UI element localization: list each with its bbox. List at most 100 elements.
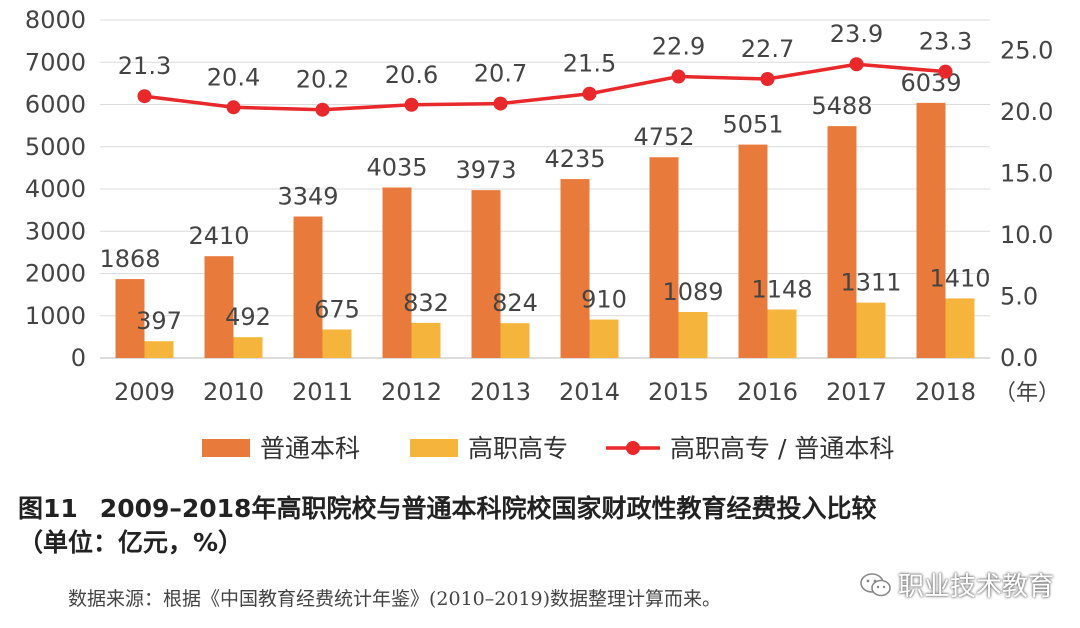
bar-vocational — [945, 298, 975, 358]
left-tick-label: 6000 — [25, 91, 86, 119]
ratio-value-label: 21.3 — [118, 52, 171, 80]
bar-undergrad — [649, 157, 679, 358]
x-tick-label: 2015 — [648, 378, 709, 406]
data-source-note: 数据来源：根据《中国教育经费统计年鉴》(2010–2019)数据整理计算而来。 — [68, 588, 722, 610]
bar-vocational — [856, 302, 886, 358]
x-tick-label: 2011 — [292, 378, 353, 406]
bar-value-label: 3349 — [277, 183, 338, 211]
left-tick-label: 5000 — [25, 133, 86, 161]
x-tick-label: 2013 — [470, 378, 531, 406]
x-tick-label: 2016 — [737, 378, 798, 406]
bar-undergrad — [827, 126, 857, 359]
bar-vocational — [233, 337, 263, 358]
ratio-point — [849, 57, 864, 72]
bar-undergrad — [560, 179, 590, 358]
bar-value-label: 1868 — [99, 245, 160, 273]
ratio-value-label: 20.7 — [474, 60, 527, 88]
ratio-value-label: 22.7 — [741, 35, 794, 63]
bar-value-label: 3973 — [455, 156, 516, 184]
bar-vocational — [411, 322, 441, 358]
left-tick-label: 4000 — [25, 175, 86, 203]
legend-label-ratio: 高职高专 / 普通本科 — [670, 434, 894, 463]
x-tick-label: 2010 — [203, 378, 264, 406]
right-tick-label: 20.0 — [1000, 98, 1053, 126]
right-tick-label: 10.0 — [1000, 221, 1053, 249]
legend-swatch-undergrad — [202, 439, 250, 457]
right-tick-label: 15.0 — [1000, 160, 1053, 188]
figure-title: 2009–2018年高职院校与普通本科院校国家财政性教育经费投入比较 — [99, 494, 877, 523]
x-tick-label: 2017 — [826, 378, 887, 406]
bar-value-label: 4752 — [633, 123, 694, 151]
bar-vocational — [322, 329, 352, 358]
bar-value-label: 6039 — [900, 69, 961, 97]
x-tick-label: 2014 — [559, 378, 620, 406]
x-tick-label: 2012 — [381, 378, 442, 406]
legend-label-vocational: 高职高专 — [468, 434, 568, 463]
bar-value-label: 1148 — [751, 275, 812, 303]
watermark: 职业技术教育 — [860, 566, 1054, 603]
figure-caption: 图11 2009–2018年高职院校与普通本科院校国家财政性教育经费投入比较 （单… — [18, 492, 1068, 560]
x-axis-unit: （年） — [994, 381, 1060, 406]
bar-undergrad — [382, 187, 412, 358]
bar-vocational — [678, 311, 708, 358]
bar-undergrad — [115, 279, 145, 358]
legend-label-undergrad: 普通本科 — [260, 434, 360, 463]
bar-value-label: 5488 — [811, 92, 872, 120]
ratio-value-label: 20.6 — [385, 61, 438, 89]
bar-value-label: 492 — [225, 303, 271, 331]
ratio-point — [938, 64, 953, 79]
figure-unit: （单位：亿元，%） — [18, 528, 244, 557]
chart: 0 1000 2000 3000 4000 5000 6000 7000 8000 0.0 5.0 1… — [25, 6, 1060, 463]
ratio-point — [671, 69, 686, 84]
wechat-icon — [860, 572, 891, 596]
ratio-point — [226, 100, 241, 115]
ratio-value-label: 23.3 — [919, 28, 972, 56]
left-tick-label: 7000 — [25, 48, 86, 76]
ratio-point — [137, 89, 152, 104]
bar-value-label: 910 — [581, 286, 627, 314]
left-tick-label: 0 — [71, 344, 86, 372]
right-tick-label: 0.0 — [1000, 344, 1038, 372]
bar-value-label: 1311 — [840, 269, 901, 297]
bar-vocational — [144, 341, 174, 358]
bar-value-label: 4035 — [366, 154, 427, 182]
watermark-text: 职业技术教育 — [897, 572, 1054, 602]
x-tick-label: 2009 — [114, 378, 175, 406]
right-tick-label: 5.0 — [1000, 283, 1038, 311]
bar-value-label: 2410 — [188, 222, 249, 250]
legend-marker-ratio — [626, 441, 640, 455]
x-tick-label: 2018 — [915, 378, 976, 406]
right-tick-label: 25.0 — [1000, 37, 1053, 65]
ratio-value-label: 21.5 — [563, 50, 616, 78]
bar-undergrad — [471, 190, 501, 358]
bar-value-label: 1410 — [929, 264, 990, 292]
bar-value-label: 832 — [403, 289, 449, 317]
bar-vocational — [589, 319, 619, 358]
bar-value-label: 675 — [314, 295, 360, 323]
ratio-point — [493, 96, 508, 111]
left-tick-label: 2000 — [25, 260, 86, 288]
bar-undergrad — [916, 102, 946, 358]
chart-svg: 0 1000 2000 3000 4000 5000 6000 7000 8000 0.0 5.0 1… — [25, 6, 1060, 463]
left-tick-label: 8000 — [25, 6, 86, 34]
bar-value-label: 4235 — [544, 145, 605, 173]
ratio-point — [582, 86, 597, 101]
bar-value-label: 824 — [492, 289, 538, 317]
ratio-value-label: 20.4 — [207, 63, 260, 91]
ratio-line — [144, 62, 946, 112]
bar-undergrad — [293, 216, 323, 358]
ratio-point — [315, 102, 330, 117]
ratio-value-label: 22.9 — [652, 33, 705, 61]
ratio-value-label: 20.2 — [296, 66, 349, 94]
bar-undergrad — [738, 144, 768, 358]
bar-value-label: 5051 — [722, 111, 783, 139]
figure-number: 图11 — [18, 494, 78, 523]
left-tick-label: 3000 — [25, 217, 86, 245]
ratio-value-label: 23.9 — [830, 20, 883, 48]
bar-vocational — [767, 309, 797, 358]
legend-swatch-vocational — [410, 439, 458, 457]
bar-value-label: 397 — [136, 307, 182, 335]
ratio-point — [760, 71, 775, 86]
bar-undergrad — [204, 256, 234, 358]
bar-vocational — [500, 323, 530, 358]
